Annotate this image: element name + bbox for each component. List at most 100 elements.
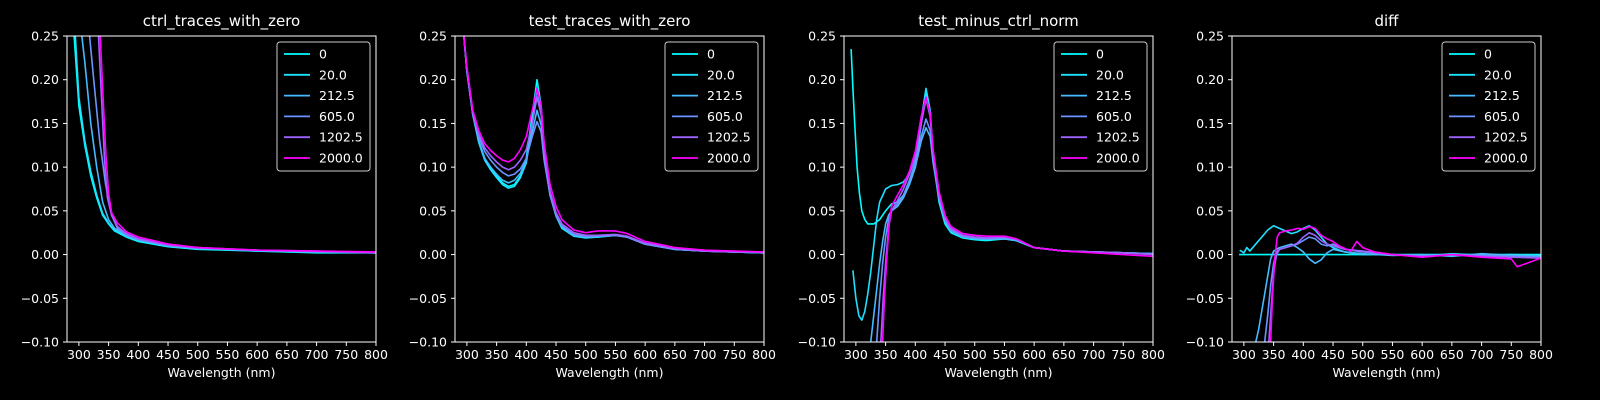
chart-panel-4: diff 300 350 400 450 500 550 600 650 700 750 800 −0.… [1186,12,1553,380]
legend-label: 0 [1096,47,1104,62]
chart-title: diff [1374,12,1399,30]
y-tick-label: −0.05 [798,291,836,306]
x-axis-label: Wavelength (nm) [556,365,664,380]
legend-label: 2000.0 [1096,151,1140,166]
legend-label: 1202.5 [1096,130,1140,145]
legend: 0 20.0 212.5 605.0 1202.5 2000.0 [276,41,371,172]
series-line-2000.0 [99,36,376,253]
x-tick-label: 400 [1291,347,1315,362]
legend-label: 0 [707,47,715,62]
y-tick-label: 0.20 [1196,72,1224,87]
x-tick-label: 350 [1262,347,1286,362]
x-tick-label: 750 [1499,347,1523,362]
y-tick-label: 0.05 [31,203,59,218]
series-line-605.0 [463,36,764,254]
x-tick-label: 600 [633,347,657,362]
series-line-2000.0 [463,36,764,253]
x-tick-label: 750 [1111,347,1135,362]
x-tick-label: 650 [275,347,299,362]
legend-label: 1202.5 [319,130,363,145]
y-tick-label: 0.20 [31,72,59,87]
y-tick-label: 0.10 [808,160,836,175]
legend-label: 0 [319,47,327,62]
legend-label: 212.5 [707,88,743,103]
y-tick-label: 0.00 [808,247,836,262]
legend: 0 20.0 212.5 605.0 1202.5 2000.0 [664,41,759,172]
x-tick-label: 700 [693,347,717,362]
series-line-2000.0 [1269,225,1541,342]
y-tick-label: −0.10 [21,335,59,350]
y-tick-label: −0.10 [798,335,836,350]
y-tick-label: −0.05 [409,291,447,306]
x-tick-label: 300 [1232,347,1256,362]
legend-label: 605.0 [319,109,355,124]
x-tick-label: 450 [933,347,957,362]
x-tick-label: 450 [156,347,180,362]
x-tick-label: 550 [604,347,628,362]
legend-label: 605.0 [1096,109,1132,124]
legend-label: 2000.0 [319,151,363,166]
x-tick-label: 300 [844,347,868,362]
y-tick-label: 0.00 [31,247,59,262]
x-tick-label: 600 [1022,347,1046,362]
x-axis-label: Wavelength (nm) [1333,365,1441,380]
y-tick-label: 0.25 [1196,29,1224,44]
legend-label: 212.5 [1096,88,1132,103]
y-tick-label: 0.15 [808,116,836,131]
x-tick-label: 650 [1052,347,1076,362]
axes-frame [454,35,765,343]
x-tick-label: 550 [1381,347,1405,362]
x-tick-label: 800 [364,347,388,362]
x-tick-label: 700 [305,347,329,362]
y-tick-label: −0.10 [1186,335,1224,350]
y-tick-label: 0.25 [419,29,447,44]
series-group [850,49,1153,342]
legend-label: 1202.5 [1484,130,1528,145]
x-tick-label: 550 [993,347,1017,362]
x-tick-label: 500 [963,347,987,362]
y-tick-label: 0.00 [419,247,447,262]
x-tick-label: 500 [574,347,598,362]
y-tick-label: 0.20 [808,72,836,87]
x-tick-label: 700 [1082,347,1106,362]
y-tick-label: 0.05 [419,203,447,218]
y-tick-label: 0.25 [31,29,59,44]
y-tick-label: 0.05 [1196,203,1224,218]
chart-panel-3: test_minus_ctrl_norm 300 350 400 450 500 550 60… [798,12,1165,380]
x-tick-label: 450 [544,347,568,362]
y-tick-label: 0.10 [31,160,59,175]
legend-label: 20.0 [1484,67,1512,82]
x-tick-label: 800 [1529,347,1553,362]
legend: 0 20.0 212.5 605.0 1202.5 2000.0 [1053,41,1148,172]
series-line-2000.0 [881,96,1153,342]
x-tick-label: 400 [903,347,927,362]
x-tick-label: 700 [1470,347,1494,362]
y-tick-label: 0.05 [808,203,836,218]
x-tick-label: 350 [874,347,898,362]
legend-label: 212.5 [319,88,355,103]
x-tick-label: 800 [1141,347,1165,362]
legend-label: 2000.0 [1484,151,1528,166]
y-tick-label: 0.15 [419,116,447,131]
y-tick-label: 0.15 [31,116,59,131]
legend-label: 20.0 [1096,67,1124,82]
x-tick-label: 550 [216,347,240,362]
x-tick-label: 800 [752,347,776,362]
y-tick-label: 0.20 [419,72,447,87]
chart-title: ctrl_traces_with_zero [143,12,300,31]
y-tick-label: −0.10 [409,335,447,350]
x-tick-label: 350 [97,347,121,362]
y-tick-label: 0.15 [1196,116,1224,131]
legend-label: 0 [1484,47,1492,62]
series-line-212.5 [1254,243,1541,342]
chart-title: test_traces_with_zero [529,12,691,31]
series-group [1239,224,1541,342]
y-tick-label: 0.10 [419,160,447,175]
x-tick-label: 350 [485,347,509,362]
x-tick-label: 750 [334,347,358,362]
y-tick-label: 0.00 [1196,247,1224,262]
y-tick-label: 0.10 [1196,160,1224,175]
y-tick-label: −0.05 [1186,291,1224,306]
x-tick-label: 300 [67,347,91,362]
